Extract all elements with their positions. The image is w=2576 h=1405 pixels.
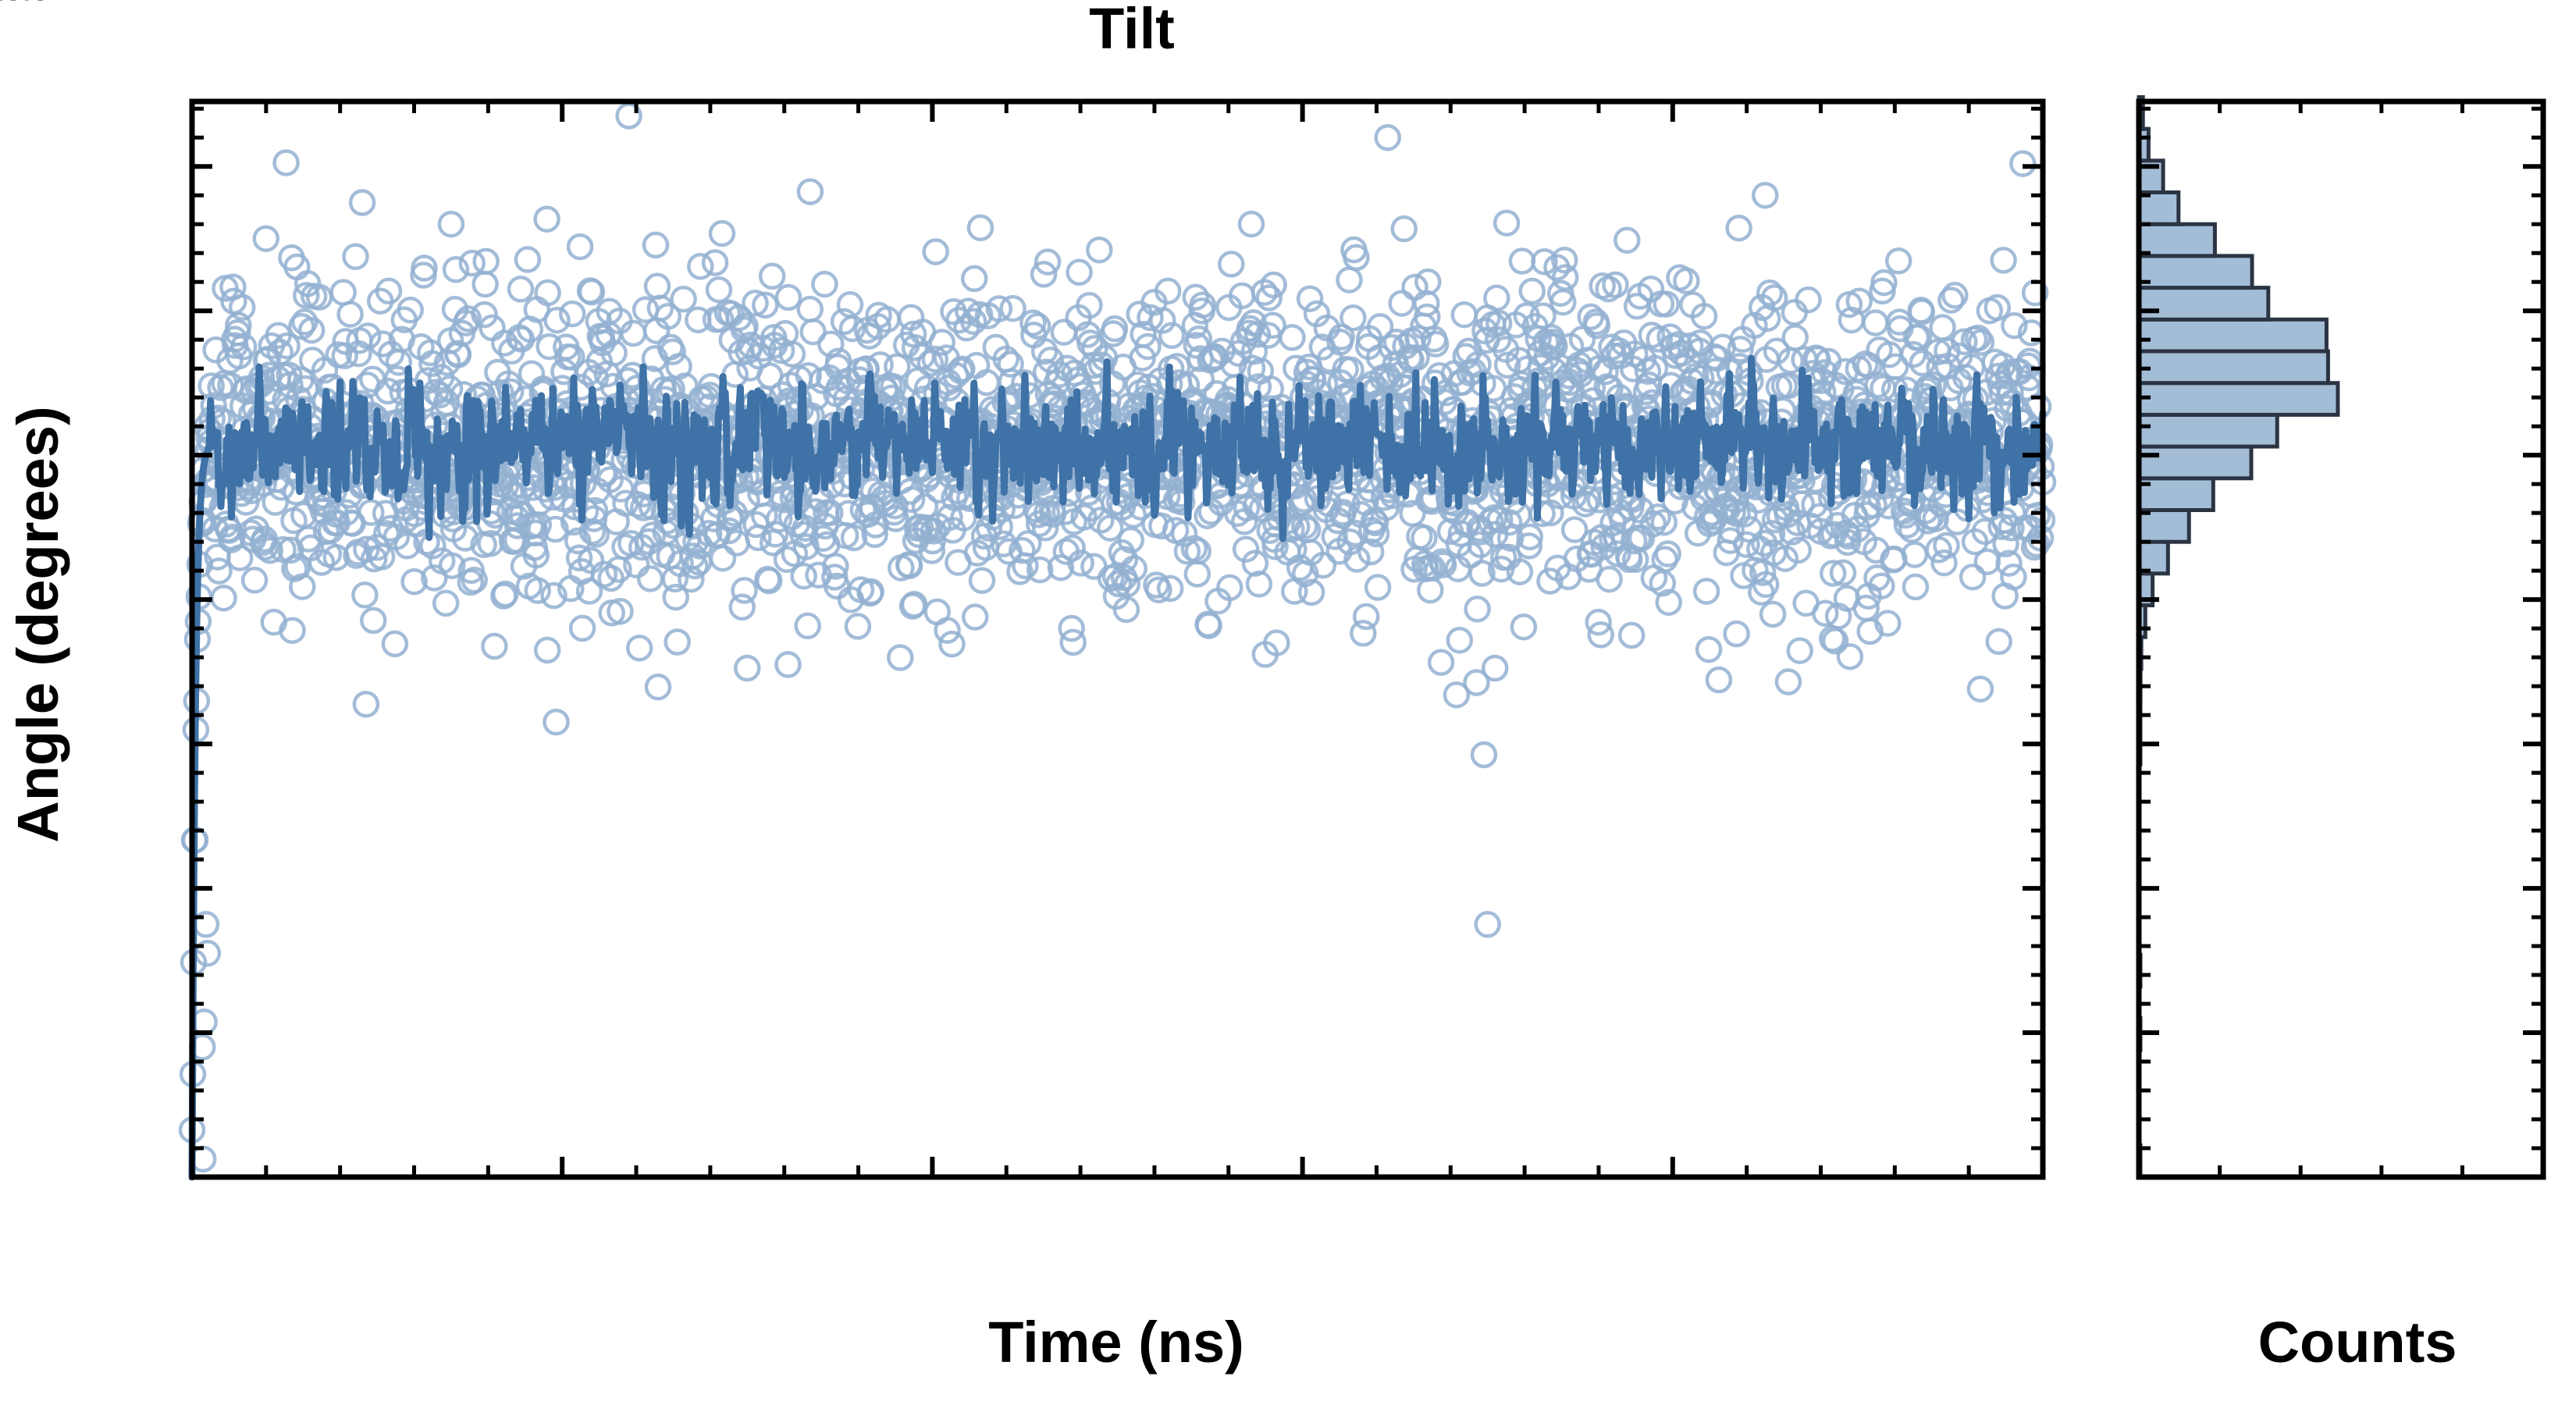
x-tick-label: 5000 [0, 0, 54, 11]
hist-x-axis-title: Counts [2258, 1310, 2457, 1375]
x-tick-label: 0 [0, 0, 13, 11]
y-axis-title: Angle (degrees) [5, 406, 70, 842]
scatter-series [178, 102, 2057, 1173]
x-tick-label: 500 [0, 0, 41, 11]
x-tick-label: 4000 [0, 0, 54, 11]
main-x-tick-labels: 010002000300040005000 [0, 0, 54, 11]
x-tick-label: 2000 [0, 0, 54, 11]
x-tick-label: 0 [0, 0, 13, 11]
hist-panel: 0500 Counts [0, 0, 2546, 1375]
hist-x-tick-labels: 0500 [0, 0, 41, 11]
main-axes-frame [189, 98, 2046, 1180]
x-axis-title: Time (ns) [988, 1310, 1244, 1375]
main-panel: 010002000300040005000 020406080100120140… [0, 0, 2057, 1375]
x-tick-label: 3000 [0, 0, 54, 11]
trace-line [188, 354, 2047, 1181]
page-title: Tilt [1089, 0, 1175, 61]
hist-axes-frame [2136, 98, 2546, 1180]
x-tick-label: 1000 [0, 0, 54, 11]
hist-bars [2137, 95, 2340, 1179]
